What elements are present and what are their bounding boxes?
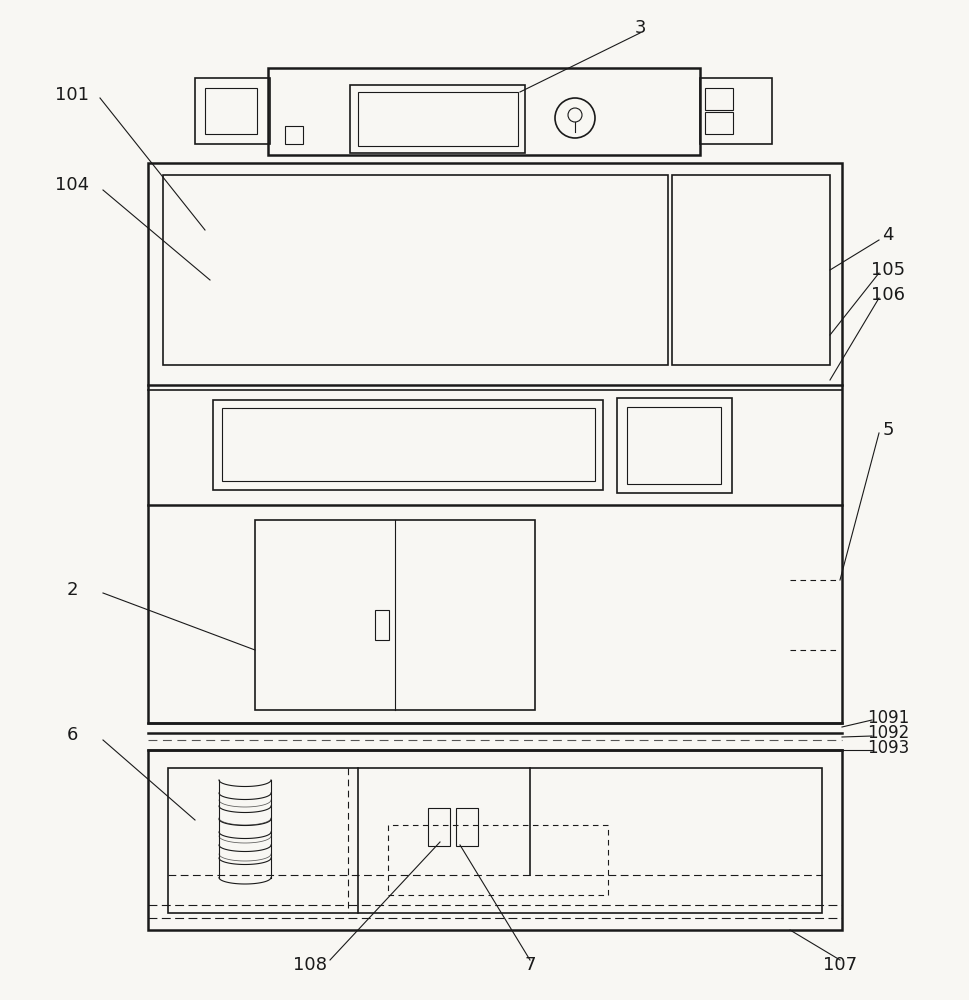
Bar <box>255 520 535 710</box>
Bar <box>672 175 830 365</box>
Bar <box>195 78 270 144</box>
Bar <box>168 768 822 913</box>
Bar <box>205 88 257 134</box>
Bar <box>617 398 732 493</box>
Bar <box>428 808 450 846</box>
Bar <box>148 750 842 930</box>
Bar <box>627 407 721 484</box>
Text: 105: 105 <box>871 261 905 279</box>
Text: 7: 7 <box>524 956 536 974</box>
Bar <box>700 78 772 144</box>
Text: 4: 4 <box>882 226 893 244</box>
Text: 101: 101 <box>55 86 89 104</box>
Text: 1092: 1092 <box>867 724 909 742</box>
Bar <box>375 610 389 640</box>
Text: 1093: 1093 <box>867 739 909 757</box>
Bar <box>705 112 733 134</box>
Bar <box>388 825 608 895</box>
Text: 108: 108 <box>293 956 327 974</box>
Bar <box>268 68 700 155</box>
Bar <box>285 126 303 144</box>
Text: 104: 104 <box>55 176 89 194</box>
Bar <box>163 175 668 365</box>
Text: 2: 2 <box>66 581 78 599</box>
Text: 6: 6 <box>66 726 78 744</box>
Bar <box>148 163 842 723</box>
Bar <box>222 408 595 481</box>
Bar <box>705 88 733 110</box>
Text: 106: 106 <box>871 286 905 304</box>
Text: 107: 107 <box>823 956 857 974</box>
Text: 5: 5 <box>882 421 893 439</box>
Text: 3: 3 <box>635 19 645 37</box>
Bar <box>358 92 518 146</box>
Bar <box>213 400 603 490</box>
Bar <box>350 85 525 153</box>
Bar <box>456 808 478 846</box>
Text: 1091: 1091 <box>867 709 909 727</box>
